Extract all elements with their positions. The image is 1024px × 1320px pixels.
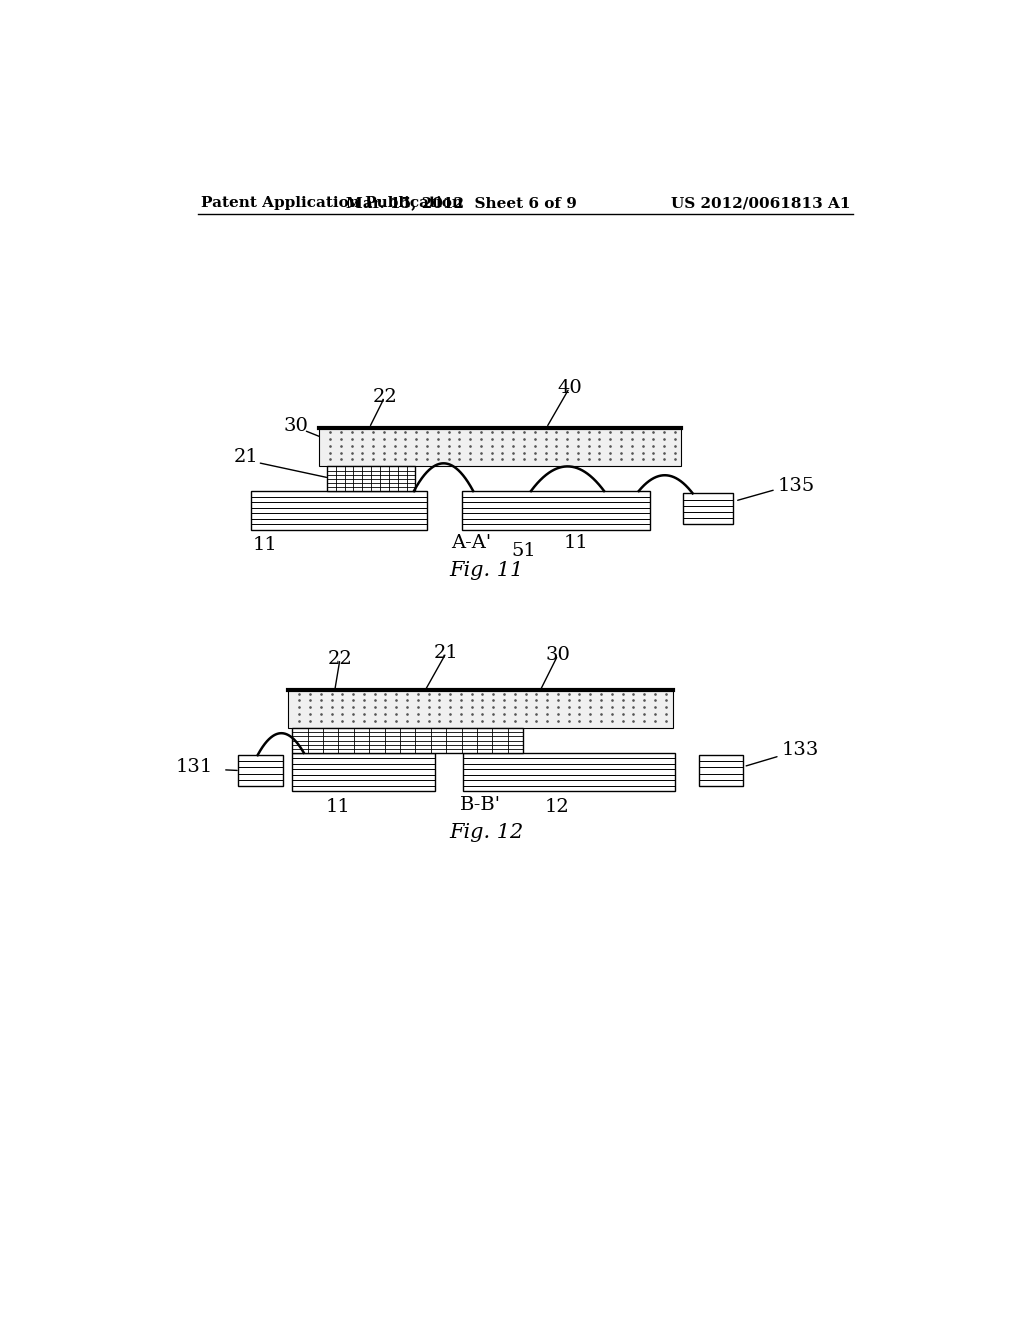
Text: 22: 22 [328, 649, 352, 668]
Text: Fig. 12: Fig. 12 [450, 822, 523, 842]
Bar [319, 428, 681, 466]
Text: 11: 11 [563, 535, 588, 552]
Text: 11: 11 [326, 797, 351, 816]
Text: 12: 12 [545, 797, 569, 816]
Text: 22: 22 [373, 388, 397, 407]
Bar [462, 491, 650, 529]
Text: 51: 51 [511, 543, 536, 560]
Text: Fig. 11: Fig. 11 [450, 561, 523, 579]
Text: 21: 21 [434, 644, 459, 661]
Text: 30: 30 [284, 417, 308, 436]
Text: Patent Application Publication: Patent Application Publication [202, 197, 464, 210]
Bar [239, 755, 283, 785]
Text: B-B': B-B' [461, 796, 502, 814]
Bar [683, 494, 733, 524]
Bar [292, 752, 435, 792]
Text: 11: 11 [253, 536, 278, 554]
Text: 21: 21 [233, 449, 258, 466]
Bar [292, 729, 523, 752]
Bar [252, 491, 427, 529]
Bar [327, 466, 416, 491]
Text: 30: 30 [546, 645, 570, 664]
Text: A-A': A-A' [452, 535, 492, 552]
Text: 131: 131 [176, 758, 213, 776]
Text: Mar. 15, 2012  Sheet 6 of 9: Mar. 15, 2012 Sheet 6 of 9 [346, 197, 578, 210]
Text: 40: 40 [557, 379, 582, 397]
Bar [289, 689, 674, 729]
Bar [698, 755, 743, 785]
Text: US 2012/0061813 A1: US 2012/0061813 A1 [671, 197, 851, 210]
Text: 133: 133 [781, 741, 818, 759]
Bar [463, 752, 675, 792]
Text: 135: 135 [777, 477, 815, 495]
